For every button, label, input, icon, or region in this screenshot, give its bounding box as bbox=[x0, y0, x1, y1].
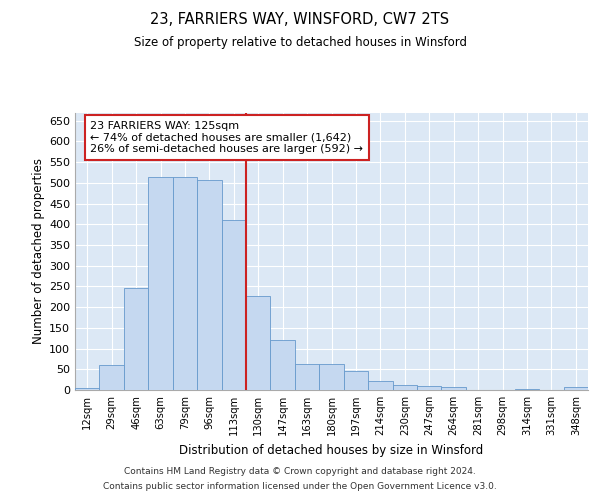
Bar bbox=[563, 387, 588, 390]
Bar bbox=[197, 180, 221, 390]
Bar bbox=[442, 386, 466, 390]
Bar bbox=[515, 389, 539, 390]
Text: 23 FARRIERS WAY: 125sqm
← 74% of detached houses are smaller (1,642)
26% of semi: 23 FARRIERS WAY: 125sqm ← 74% of detache… bbox=[91, 121, 364, 154]
Bar bbox=[319, 364, 344, 390]
Bar bbox=[368, 381, 392, 390]
Bar bbox=[417, 386, 442, 390]
Bar bbox=[246, 296, 271, 390]
Bar bbox=[271, 340, 295, 390]
Bar bbox=[100, 365, 124, 390]
Bar bbox=[344, 371, 368, 390]
Y-axis label: Number of detached properties: Number of detached properties bbox=[32, 158, 45, 344]
Text: Contains public sector information licensed under the Open Government Licence v3: Contains public sector information licen… bbox=[103, 482, 497, 491]
X-axis label: Distribution of detached houses by size in Winsford: Distribution of detached houses by size … bbox=[179, 444, 484, 456]
Bar bbox=[124, 288, 148, 390]
Bar bbox=[148, 176, 173, 390]
Bar bbox=[221, 220, 246, 390]
Bar bbox=[173, 176, 197, 390]
Bar bbox=[295, 364, 319, 390]
Text: 23, FARRIERS WAY, WINSFORD, CW7 2TS: 23, FARRIERS WAY, WINSFORD, CW7 2TS bbox=[151, 12, 449, 28]
Bar bbox=[392, 385, 417, 390]
Bar bbox=[75, 388, 100, 390]
Text: Contains HM Land Registry data © Crown copyright and database right 2024.: Contains HM Land Registry data © Crown c… bbox=[124, 467, 476, 476]
Text: Size of property relative to detached houses in Winsford: Size of property relative to detached ho… bbox=[133, 36, 467, 49]
